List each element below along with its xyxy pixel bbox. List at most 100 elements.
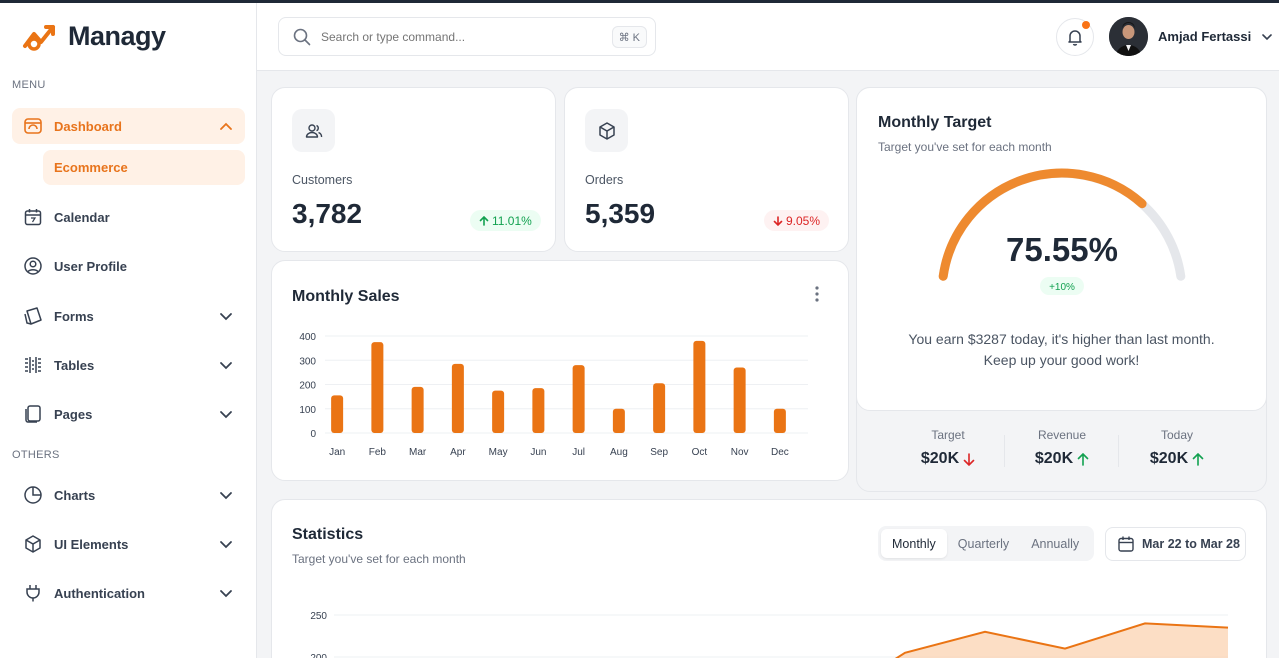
- card-subtitle: Target you've set for each month: [292, 552, 466, 566]
- tab-monthly[interactable]: Monthly: [881, 529, 947, 558]
- gauge-delta: +10%: [1049, 282, 1075, 293]
- box-icon: [585, 109, 628, 152]
- y-tick-label: 200: [310, 653, 327, 658]
- menu-section-label: MENU: [12, 79, 46, 91]
- chevron-up-icon: [220, 122, 232, 130]
- pie-chart-icon: [22, 484, 44, 506]
- metric-value: 3,782: [292, 198, 363, 229]
- sidebar-item-forms[interactable]: Forms: [12, 298, 245, 334]
- monthly-sales-chart: 0 100 200 300 400 Jan Feb Mar Apr May Jun Jul Aug Sep…: [299, 332, 808, 458]
- dashboard-icon: [22, 115, 44, 137]
- x-tick-label: Aug: [610, 447, 628, 458]
- bar[interactable]: [612, 408, 625, 433]
- cube-icon: [22, 533, 44, 555]
- sidebar-item-label: Dashboard: [54, 118, 122, 134]
- target-summary: Monthly Target Target you've set for eac…: [856, 87, 1267, 411]
- orders-card: Orders 5,359 9.05%: [564, 87, 849, 252]
- target-message: Keep up your good work!: [983, 352, 1140, 368]
- sidebar-item-label: Charts: [54, 487, 96, 503]
- sidebar-item-label: User Profile: [54, 258, 127, 274]
- trend-badge: 11.01%: [470, 210, 541, 231]
- plug-icon: [22, 582, 44, 604]
- x-tick-label: Jul: [572, 447, 585, 458]
- metric-value: 5,359: [585, 198, 656, 229]
- user-menu[interactable]: Amjad Fertassi: [1109, 17, 1273, 56]
- user-circle-icon: [22, 255, 44, 277]
- x-tick-label: Dec: [771, 447, 789, 458]
- user-name: Amjad Fertassi: [1158, 29, 1252, 44]
- sidebar-item-label: Authentication: [54, 585, 145, 601]
- date-range-picker[interactable]: Mar 22 to Mar 28: [1105, 527, 1246, 561]
- x-tick-label: May: [489, 447, 508, 458]
- bar[interactable]: [653, 383, 666, 433]
- sidebar-item-label: Pages: [54, 406, 93, 422]
- bar[interactable]: [773, 408, 786, 433]
- x-tick-label: Mar: [409, 447, 427, 458]
- calendar-icon: [1118, 536, 1134, 552]
- period-toggle: Monthly Quarterly Annually: [878, 526, 1094, 561]
- monthly-target-card: Monthly Target Target you've set for eac…: [856, 87, 1267, 492]
- bar[interactable]: [331, 395, 344, 433]
- chevron-down-icon: [220, 313, 232, 321]
- x-tick-label: Sep: [650, 447, 668, 458]
- sidebar-item-user-profile[interactable]: User Profile: [12, 248, 245, 284]
- chevron-down-icon: [220, 362, 232, 370]
- target-message: You earn $3287 today, it's higher than l…: [908, 331, 1215, 347]
- sidebar-item-label: Calendar: [54, 209, 110, 225]
- customers-card: Customers 3,782 11.01%: [271, 87, 556, 252]
- top-header: ⌘ K Amjad Fertassi: [257, 3, 1279, 71]
- card-title: Monthly Sales: [292, 288, 400, 305]
- sidebar-item-dashboard[interactable]: Dashboard: [12, 108, 245, 144]
- sidebar-item-pages[interactable]: Pages: [12, 396, 245, 432]
- sidebar-item-charts[interactable]: Charts: [12, 477, 245, 513]
- chevron-down-icon: [1262, 33, 1273, 40]
- gauge-percent: 75.55%: [1006, 231, 1118, 268]
- tab-annually[interactable]: Annually: [1031, 536, 1080, 551]
- trend-badge: 9.05%: [764, 210, 830, 231]
- calendar-icon: [22, 206, 44, 228]
- stat-target: Target $20K: [891, 428, 1005, 468]
- arrow-up-icon: [479, 215, 489, 226]
- sidebar-item-label: UI Elements: [54, 536, 129, 552]
- stat-value: $20K: [1149, 450, 1189, 467]
- delta-badge-bg: [1040, 277, 1084, 295]
- stat-revenue: Revenue $20K: [1005, 428, 1119, 468]
- bar[interactable]: [371, 342, 384, 433]
- sidebar-item-calendar[interactable]: Calendar: [12, 199, 245, 235]
- bar[interactable]: [572, 365, 585, 433]
- bar[interactable]: [492, 390, 505, 433]
- logo-icon: [23, 24, 55, 51]
- sidebar-item-authentication[interactable]: Authentication: [12, 575, 245, 611]
- bar[interactable]: [451, 363, 464, 433]
- more-vertical-icon[interactable]: [813, 285, 821, 303]
- bar[interactable]: [411, 386, 424, 433]
- logo[interactable]: Managy: [22, 21, 166, 52]
- x-tick-label: Nov: [731, 447, 749, 458]
- chevron-down-icon: [220, 590, 232, 598]
- search-input[interactable]: [321, 29, 601, 44]
- tables-icon: [22, 354, 44, 376]
- chevron-down-icon: [220, 411, 232, 419]
- search-bar[interactable]: ⌘ K: [278, 17, 656, 56]
- divider: [1118, 435, 1119, 467]
- sidebar-item-tables[interactable]: Tables: [12, 347, 245, 383]
- statistics-chart: 250 200: [310, 611, 1229, 658]
- statistics-card: Statistics Target you've set for each mo…: [271, 499, 1267, 658]
- metric-label: Customers: [292, 173, 353, 187]
- sidebar-item-ui-elements[interactable]: UI Elements: [12, 526, 245, 562]
- bar[interactable]: [693, 340, 706, 433]
- pages-icon: [22, 403, 44, 425]
- stat-value: $20K: [920, 450, 960, 467]
- sidebar-subitem-ecommerce[interactable]: Ecommerce: [43, 150, 245, 185]
- bar[interactable]: [733, 367, 746, 433]
- stat-value: $20K: [1034, 450, 1074, 467]
- stat-label: Revenue: [1037, 428, 1087, 442]
- stat-today: Today $20K: [1120, 428, 1234, 468]
- card-title: Monthly Target: [878, 114, 992, 131]
- arrow-down-icon: [963, 452, 975, 466]
- tab-quarterly[interactable]: Quarterly: [957, 536, 1010, 551]
- shortcut-badge: ⌘ K: [611, 26, 647, 48]
- bar[interactable]: [532, 388, 545, 433]
- arrow-up-icon: [1192, 452, 1204, 466]
- notification-button[interactable]: [1056, 18, 1094, 56]
